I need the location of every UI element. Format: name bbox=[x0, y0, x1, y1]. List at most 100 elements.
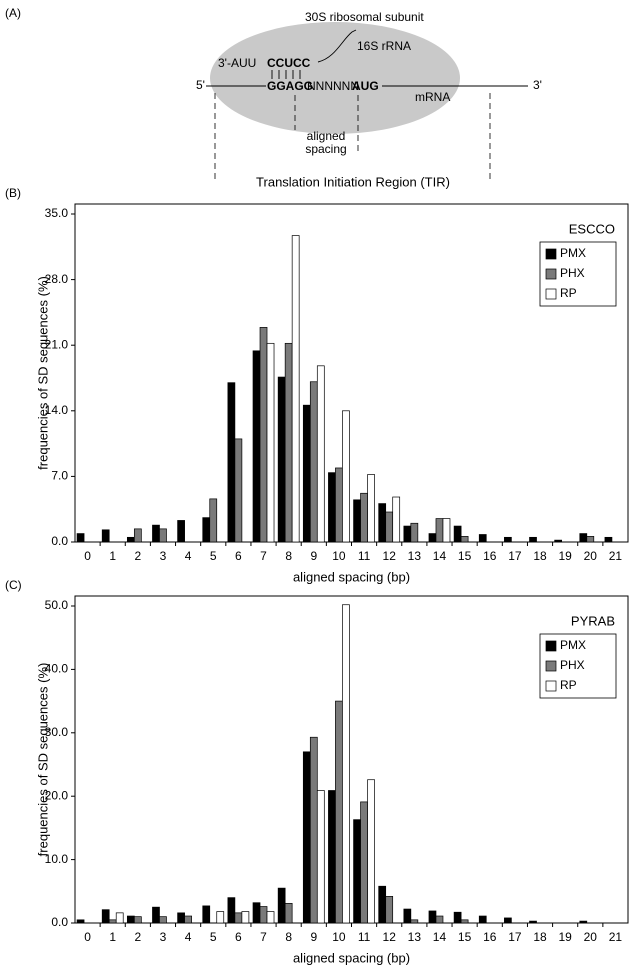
start-codon: AUG bbox=[352, 79, 379, 93]
bar bbox=[529, 920, 537, 924]
y-axis-title: frequencies of SD sequences (%) bbox=[35, 663, 50, 857]
bar bbox=[115, 912, 124, 924]
x-tick-label: 6 bbox=[235, 930, 242, 944]
bar bbox=[126, 536, 135, 543]
x-tick-label: 7 bbox=[260, 549, 267, 563]
bar bbox=[342, 410, 350, 543]
bar bbox=[101, 909, 110, 924]
bar bbox=[360, 801, 368, 924]
spacing-label: spacing bbox=[305, 142, 346, 156]
x-tick-label: 3 bbox=[160, 930, 167, 944]
panel-label: (A) bbox=[5, 6, 21, 20]
bar bbox=[291, 235, 300, 543]
x-tick-label: 9 bbox=[310, 930, 317, 944]
bar bbox=[302, 751, 311, 924]
x-tick-label: 3 bbox=[160, 549, 167, 563]
legend-swatch bbox=[545, 680, 557, 692]
bar bbox=[76, 533, 85, 543]
x-tick-label: 0 bbox=[84, 930, 91, 944]
x-tick-label: 11 bbox=[358, 549, 371, 563]
plot-frame bbox=[74, 595, 629, 924]
x-tick-label: 20 bbox=[584, 549, 598, 563]
bar bbox=[177, 520, 185, 543]
bar bbox=[259, 327, 268, 543]
x-tick-label: 17 bbox=[508, 930, 522, 944]
x-tick-label: 10 bbox=[332, 930, 346, 944]
bar bbox=[266, 911, 275, 924]
x-tick-label: 8 bbox=[285, 930, 292, 944]
x-tick-label: 5 bbox=[210, 930, 217, 944]
bar bbox=[579, 920, 588, 924]
bar bbox=[435, 518, 444, 543]
bar bbox=[241, 911, 250, 924]
bar bbox=[353, 499, 361, 543]
bar bbox=[284, 342, 293, 543]
bar bbox=[403, 525, 412, 543]
y-tick-label: 0.0 bbox=[51, 915, 68, 929]
plot-frame bbox=[74, 203, 629, 543]
bar bbox=[367, 779, 375, 924]
x-tick-label: 16 bbox=[483, 930, 497, 944]
x-tick-label: 0 bbox=[84, 549, 91, 563]
legend-label: RP bbox=[560, 286, 577, 300]
x-tick-label: 21 bbox=[609, 930, 623, 944]
bar bbox=[335, 700, 343, 924]
spacer: NNNNNN bbox=[307, 79, 359, 93]
bar bbox=[328, 790, 336, 924]
legend-label: PMX bbox=[560, 246, 586, 260]
bar bbox=[277, 376, 286, 543]
bar bbox=[385, 511, 394, 543]
bar bbox=[586, 536, 595, 543]
y-tick-label: 28.0 bbox=[45, 272, 69, 286]
rrna-label: 16S rRNA bbox=[357, 39, 411, 53]
bar bbox=[353, 819, 361, 924]
bar bbox=[133, 528, 142, 543]
y-tick-label: 50.0 bbox=[45, 598, 69, 612]
y-tick-label: 35.0 bbox=[45, 206, 69, 220]
panel-label: (B) bbox=[5, 186, 21, 200]
legend-swatch bbox=[545, 660, 557, 672]
bar bbox=[385, 896, 394, 924]
bar bbox=[316, 790, 325, 924]
bar bbox=[266, 342, 275, 543]
bar bbox=[579, 533, 588, 543]
bar bbox=[133, 916, 142, 924]
bar bbox=[428, 910, 437, 924]
x-tick-label: 21 bbox=[609, 549, 623, 563]
x-tick-label: 17 bbox=[508, 549, 522, 563]
x-tick-label: 11 bbox=[358, 930, 371, 944]
bar bbox=[403, 908, 412, 924]
bar bbox=[316, 365, 325, 543]
x-tick-label: 13 bbox=[408, 549, 422, 563]
rrna-sd: CCUCC bbox=[267, 56, 311, 70]
bar bbox=[435, 915, 444, 924]
bar bbox=[252, 902, 261, 924]
legend-label: RP bbox=[560, 678, 577, 692]
bar bbox=[252, 350, 261, 543]
sd-sequence: GGAGG bbox=[267, 79, 313, 93]
bar bbox=[302, 404, 311, 543]
x-axis-title: aligned spacing (bp) bbox=[293, 569, 410, 584]
x-tick-label: 14 bbox=[433, 549, 447, 563]
legend-title: PYRAB bbox=[571, 613, 615, 628]
bar bbox=[202, 905, 211, 924]
mrna-3-end: 3' bbox=[533, 78, 542, 92]
bar bbox=[126, 915, 135, 924]
bar bbox=[227, 897, 236, 924]
bar bbox=[410, 522, 419, 543]
ribosome bbox=[210, 22, 460, 134]
bar bbox=[392, 496, 401, 543]
bar bbox=[504, 536, 512, 543]
bar bbox=[76, 919, 85, 924]
x-tick-label: 2 bbox=[134, 930, 141, 944]
y-tick-label: 0.0 bbox=[51, 534, 68, 548]
rrna-start: 3'-AUU bbox=[218, 56, 256, 70]
bar bbox=[309, 736, 318, 924]
base-pairs bbox=[271, 70, 301, 79]
bar bbox=[184, 915, 192, 924]
bar bbox=[410, 919, 419, 924]
bar bbox=[453, 911, 462, 924]
subunit-label: 30S ribosomal subunit bbox=[305, 10, 424, 24]
spacing-label: aligned bbox=[307, 129, 346, 143]
